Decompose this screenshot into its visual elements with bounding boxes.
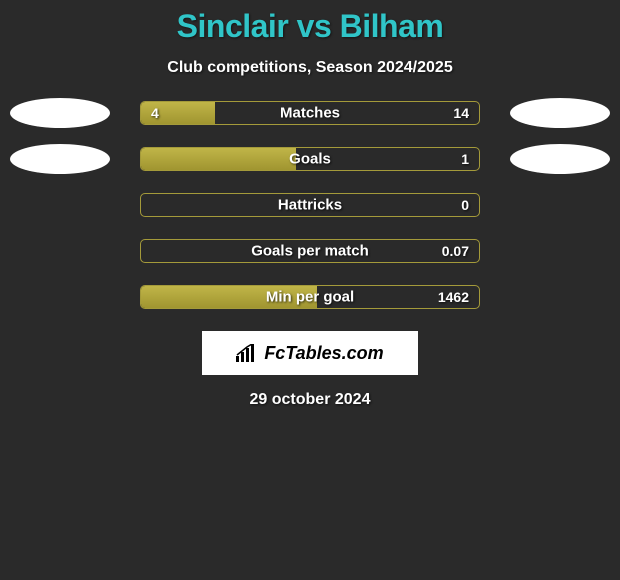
stats-comparison-card: Sinclair vs Bilham Club competitions, Se… [0, 0, 620, 409]
player-left-marker [10, 98, 110, 128]
stat-value-right: 0 [461, 197, 469, 213]
footer-date: 29 october 2024 [0, 391, 620, 409]
stat-label: Goals [289, 151, 331, 168]
stat-row: Min per goal 1462 [0, 285, 620, 309]
player-left-marker [10, 144, 110, 174]
stat-value-right: 1462 [438, 289, 469, 305]
stat-row: 4 Matches 14 [0, 101, 620, 125]
stat-bar: Goals 1 [140, 147, 480, 171]
player-right-marker [510, 144, 610, 174]
stat-value-right: 0.07 [442, 243, 469, 259]
player-right-marker [510, 98, 610, 128]
stat-row: Goals 1 [0, 147, 620, 171]
stat-bar-fill [141, 148, 296, 170]
stat-bar: Hattricks 0 [140, 193, 480, 217]
stat-label: Hattricks [278, 197, 342, 214]
branding-box[interactable]: FcTables.com [202, 331, 418, 375]
stat-rows: 4 Matches 14 Goals 1 Hattricks 0 Goals per matc… [0, 101, 620, 309]
stat-bar: Min per goal 1462 [140, 285, 480, 309]
stat-bar: 4 Matches 14 [140, 101, 480, 125]
stat-row: Hattricks 0 [0, 193, 620, 217]
stat-bar: Goals per match 0.07 [140, 239, 480, 263]
stat-value-left: 4 [151, 105, 159, 121]
stat-label: Matches [280, 105, 340, 122]
page-subtitle: Club competitions, Season 2024/2025 [0, 59, 620, 77]
stat-value-right: 14 [453, 105, 469, 121]
stat-label: Min per goal [266, 289, 354, 306]
stat-label: Goals per match [251, 243, 369, 260]
stat-row: Goals per match 0.07 [0, 239, 620, 263]
branding-text: FcTables.com [264, 343, 383, 364]
stat-value-right: 1 [461, 151, 469, 167]
chart-icon [236, 344, 258, 362]
page-title: Sinclair vs Bilham [0, 8, 620, 45]
